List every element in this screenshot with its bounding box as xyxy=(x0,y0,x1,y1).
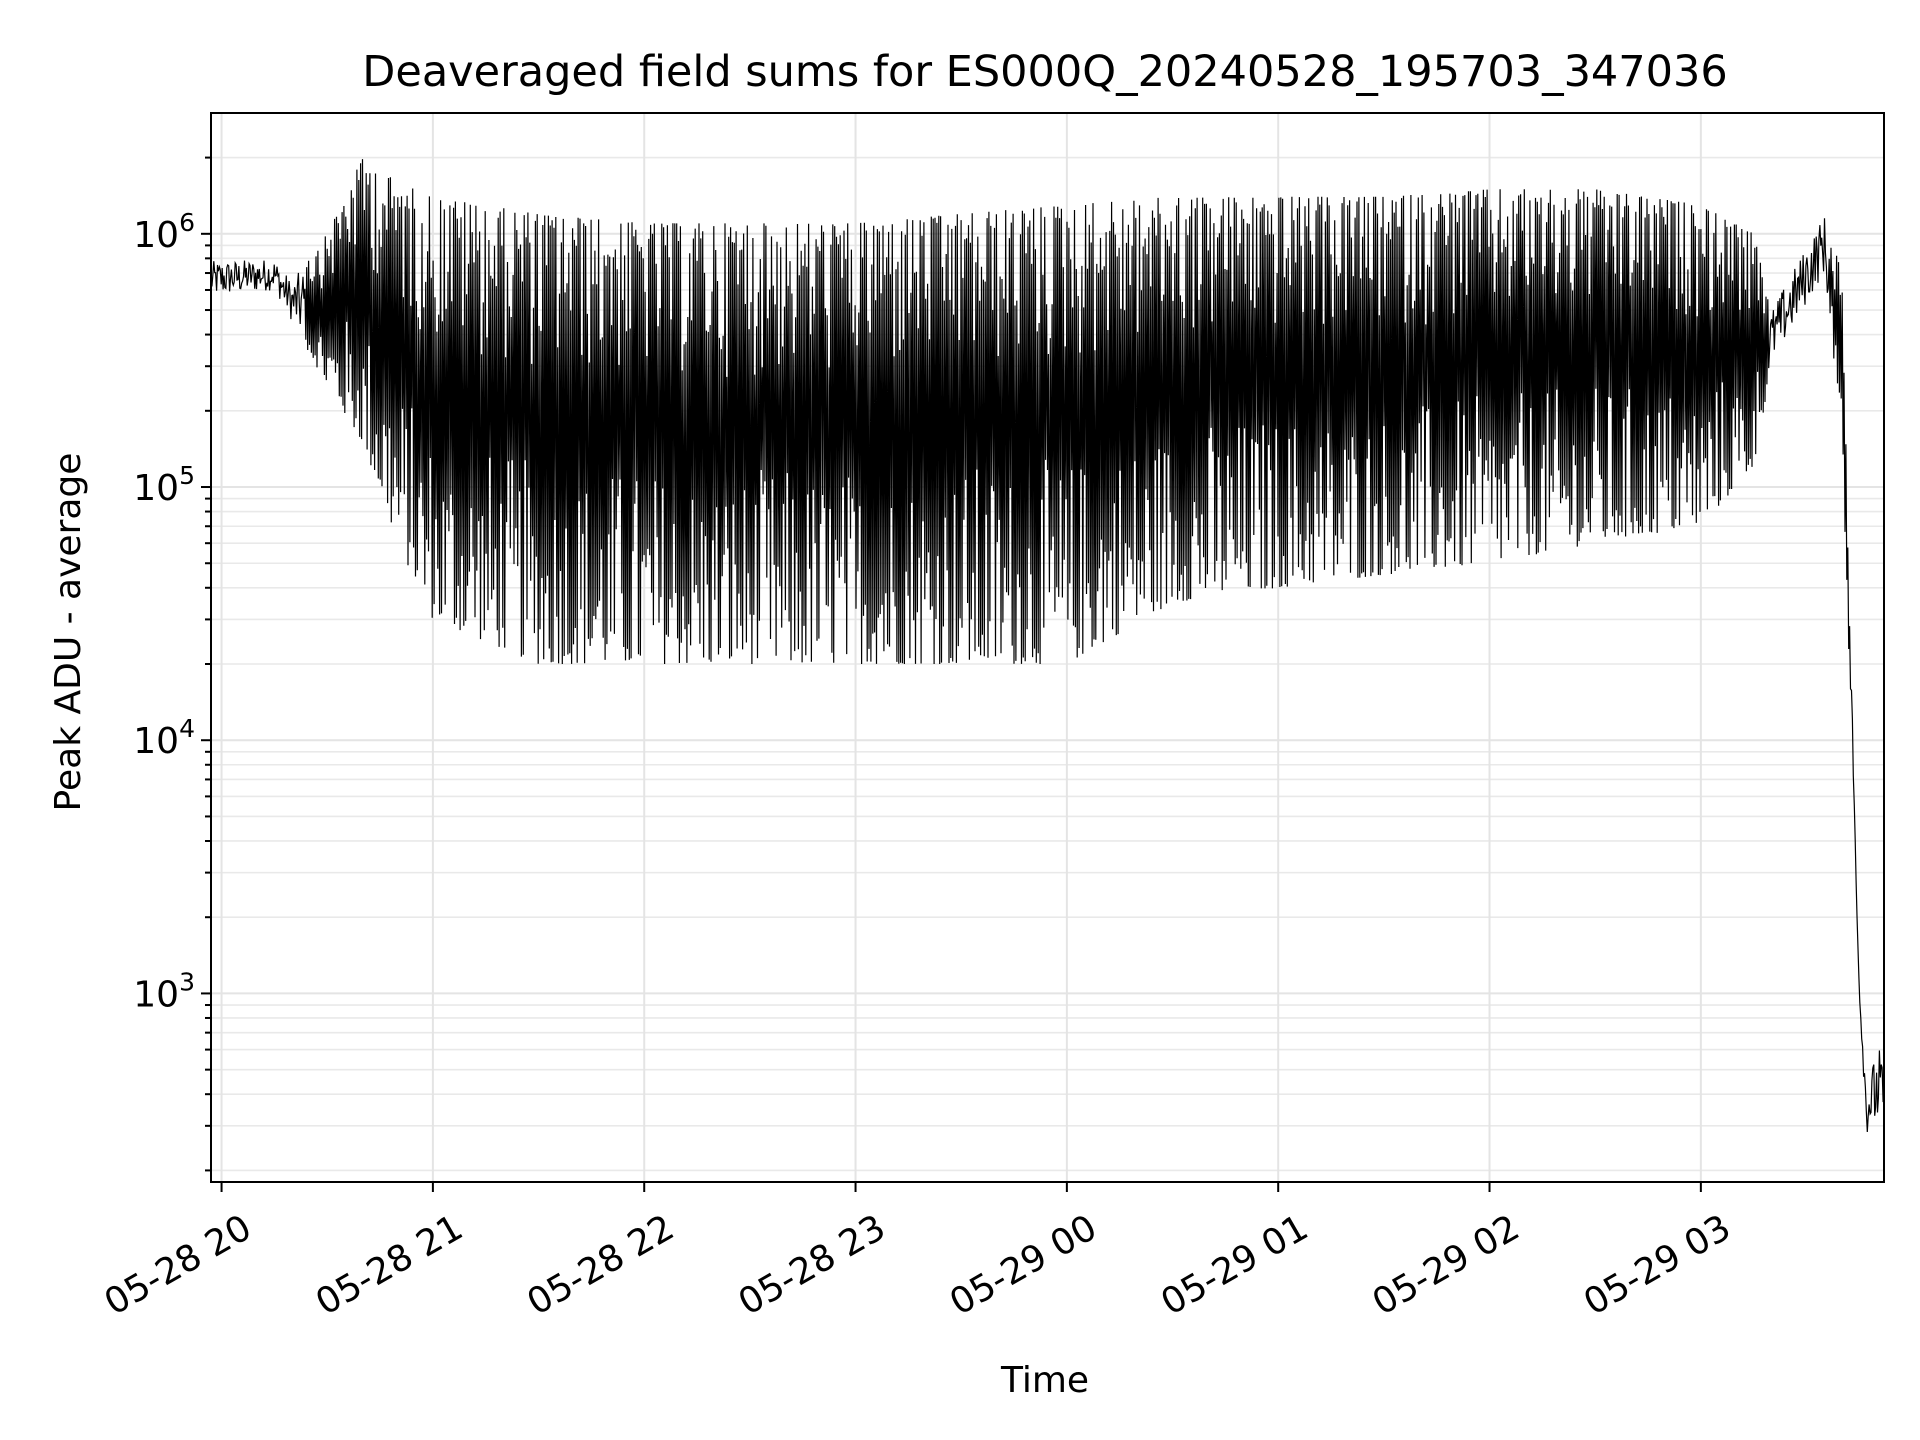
plot-frame xyxy=(210,112,1885,1183)
x-tick-label: 05-28 22 xyxy=(520,1207,681,1323)
chart-title: Deaveraged field sums for ES000Q_2024052… xyxy=(362,47,1727,97)
series-layer xyxy=(210,159,1885,1133)
x-axis: 05-28 20 05-28 21 05-28 22 05-28 23 05-29 00… xyxy=(98,1182,1738,1324)
x-tick-label: 05-28 20 xyxy=(98,1207,259,1323)
x-tick-label: 05-29 03 xyxy=(1577,1207,1738,1323)
y-tick-label: 106 xyxy=(133,208,195,256)
y-axis-label: Peak ADU - average xyxy=(48,453,89,812)
x-axis-label: Time xyxy=(1000,1360,1089,1401)
grid xyxy=(211,113,1884,1182)
x-tick-label: 05-29 00 xyxy=(943,1207,1104,1323)
x-tick-label: 05-28 21 xyxy=(309,1207,470,1323)
y-tick-label: 104 xyxy=(133,714,195,762)
y-tick-label: 103 xyxy=(133,967,195,1015)
x-tick-label: 05-29 02 xyxy=(1366,1207,1527,1323)
x-tick-label: 05-28 23 xyxy=(732,1207,893,1323)
y-tick-label: 105 xyxy=(133,461,195,509)
series-line xyxy=(210,159,1885,1133)
y-axis: 103 104 105 106 xyxy=(133,156,211,1172)
x-tick-label: 05-29 01 xyxy=(1154,1207,1315,1323)
